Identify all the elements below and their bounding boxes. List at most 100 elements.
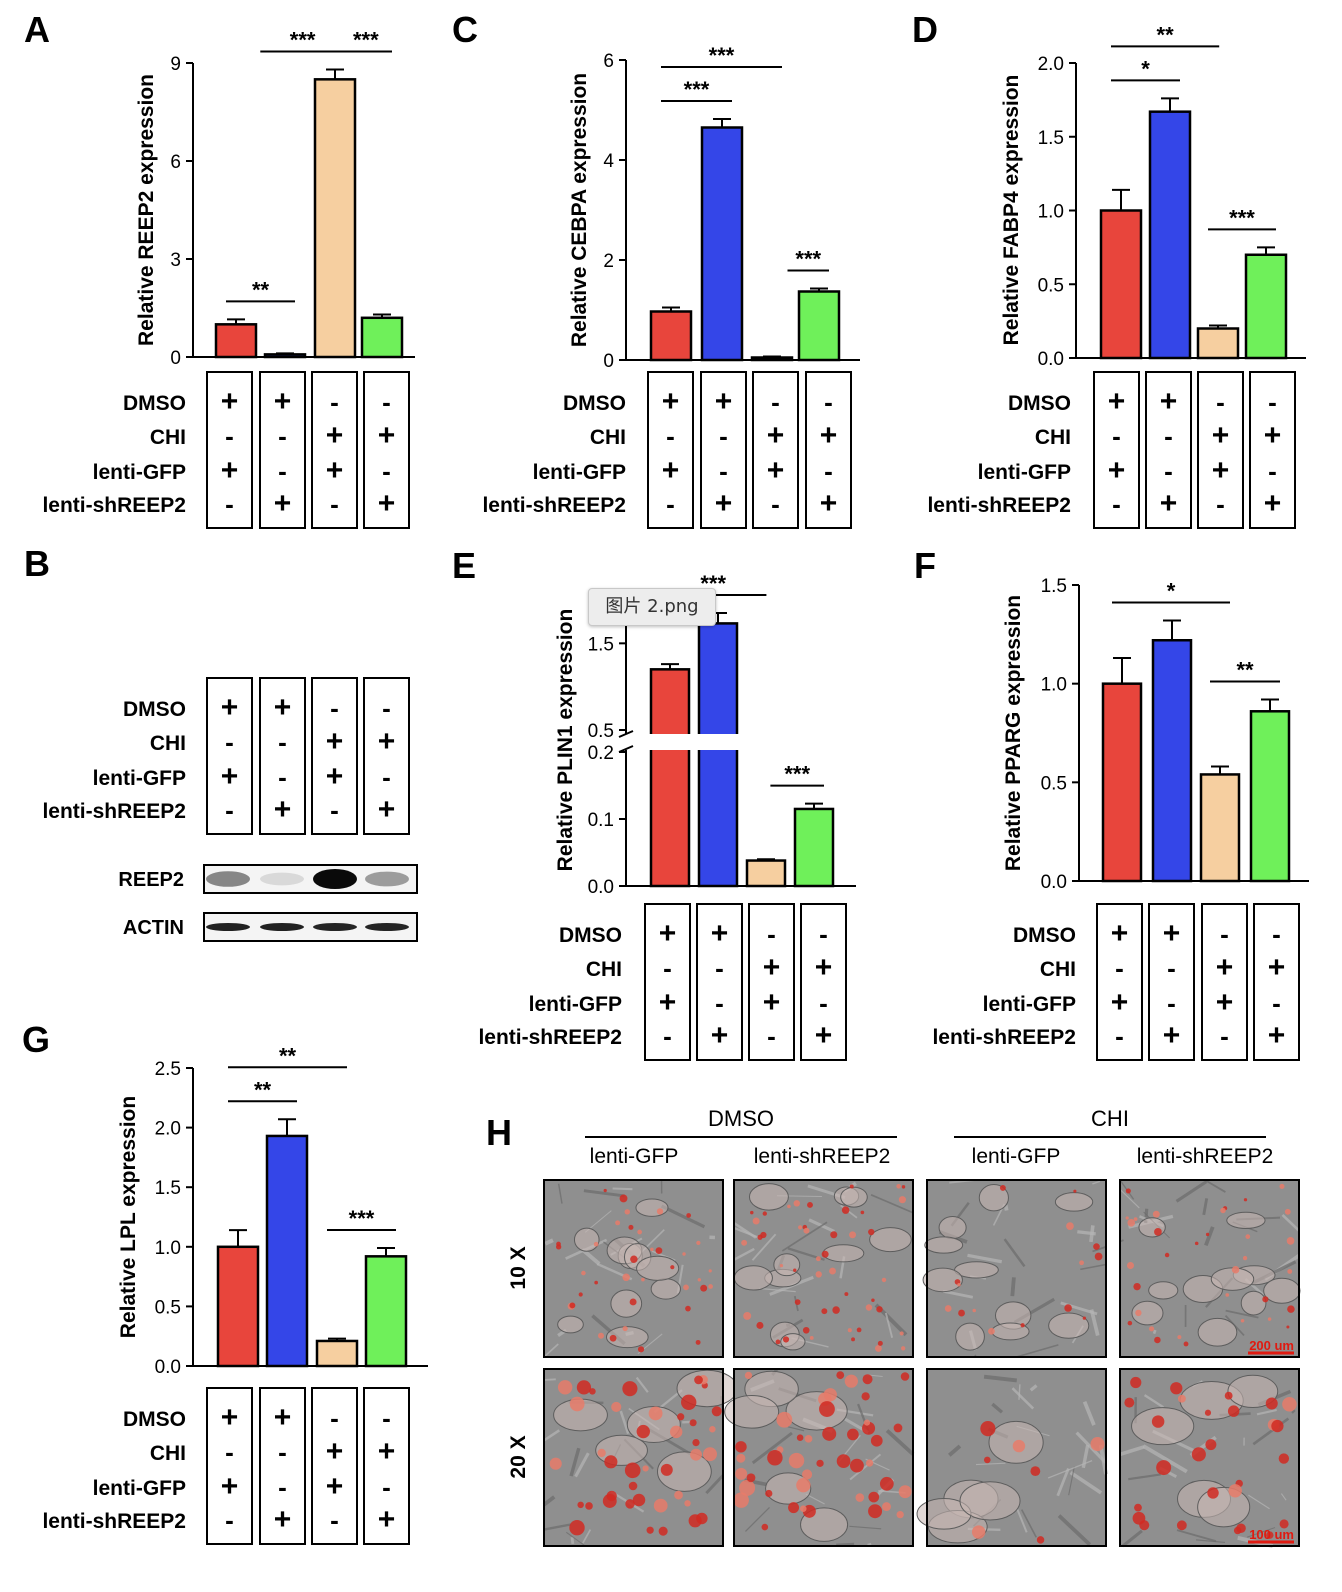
plus-sign: + [274,385,292,418]
minus-sign: - [382,1472,391,1502]
lipid-droplet [787,1204,791,1209]
lipid-droplet [821,1250,829,1258]
lipid-droplet [957,1282,961,1287]
lipid-droplet [983,1456,991,1464]
lipid-droplet [1231,1266,1240,1274]
plus-sign: + [221,1470,239,1503]
plus-sign: + [326,1470,344,1503]
plus-sign: + [326,725,344,758]
lipid-droplet [557,1380,573,1395]
lipid-droplet [1227,1405,1240,1417]
significance-label: ** [279,1043,297,1068]
plus-sign: + [662,454,680,487]
cell-texture [1121,1529,1143,1548]
row-label-chi: CHI [150,1442,186,1465]
lipid-droplet [656,1208,664,1215]
cell-texture [751,1233,777,1261]
plus-sign: + [378,419,396,452]
minus-sign: - [382,456,391,486]
cell-texture [849,1525,882,1530]
cell [938,1216,967,1240]
minus-sign: - [278,456,287,486]
minus-sign: - [330,387,339,417]
lipid-droplet [1066,1222,1074,1231]
row-label-lenti-gfp: lenti-GFP [93,767,186,790]
lipid-droplet [682,1252,686,1256]
treatment-column-box [363,1387,410,1545]
plus-sign: + [221,385,239,418]
micrograph-frame [926,1179,1107,1358]
lipid-droplet [1278,1453,1290,1464]
minus-sign: - [225,1437,234,1467]
significance-label: *** [784,762,810,787]
lipid-droplet [637,1346,645,1353]
lipid-droplet [660,1463,673,1476]
minus-sign: - [663,953,672,983]
panel-letter: H [486,1112,512,1153]
cell-texture [836,1542,855,1546]
minus-sign: - [382,1403,391,1433]
lipid-droplet [1079,1260,1084,1266]
cell [869,1227,912,1253]
plus-sign: + [711,917,729,950]
treatment-column-box [1249,371,1296,529]
lipid-droplet [1284,1208,1291,1215]
lipid-droplet [625,1499,635,1509]
lipid-droplet [788,1452,805,1469]
cell-texture [1119,1188,1140,1209]
micrograph-frame [733,1179,914,1358]
lipid-droplet [882,1502,891,1512]
lipid-droplet [896,1184,901,1189]
y-tick-label: 0.0 [1041,872,1067,893]
treatment-column-box [206,677,253,835]
lipid-droplet [619,1194,628,1203]
cell-texture [1010,1277,1016,1297]
lipid-droplet [1225,1293,1230,1297]
minus-sign: - [819,919,828,949]
cell-texture [570,1537,575,1545]
minus-sign: - [1268,456,1277,486]
bar [649,310,693,362]
row-label-chi: CHI [150,426,186,449]
bar [313,78,357,359]
lipid-droplet [1205,1232,1210,1237]
treatment-column-box [1096,903,1143,1061]
plus-sign: + [715,385,733,418]
lipid-droplet [653,1498,668,1513]
bar [364,1255,408,1368]
minus-sign: - [382,693,391,723]
cell [978,1184,1009,1212]
lipid-droplet [655,1247,663,1254]
lipid-droplet [1286,1237,1295,1245]
cell-texture [1143,1394,1165,1409]
row-label-chi: CHI [1035,426,1071,449]
cell-texture [1016,1344,1059,1358]
micrograph-frame [543,1179,724,1358]
minus-sign: - [819,988,828,1018]
bar [1244,253,1288,360]
significance-label: ** [1157,22,1175,47]
minus-sign: - [719,421,728,451]
bar [265,1134,309,1368]
lipid-droplet [1020,1323,1025,1328]
plus-sign: + [326,1435,344,1468]
cell-texture [1016,1508,1028,1533]
lipid-droplet [1220,1207,1226,1214]
cell-texture [705,1474,725,1495]
blot-band [260,872,304,886]
y-tick-label: 0.5 [155,1297,181,1318]
lipid-droplet [598,1332,605,1339]
cell [557,1315,584,1334]
minus-sign: - [225,421,234,451]
cell [785,1391,848,1431]
cell [1131,1407,1195,1446]
lipid-droplet [1287,1305,1295,1313]
plus-sign: + [274,1503,292,1536]
cell-texture [1281,1213,1300,1232]
cell-texture [983,1374,1018,1383]
cell-texture [619,1410,630,1435]
micrograph-1-1 [724,1368,915,1547]
plus-sign: + [1163,917,1181,950]
lipid-droplet [696,1240,701,1245]
